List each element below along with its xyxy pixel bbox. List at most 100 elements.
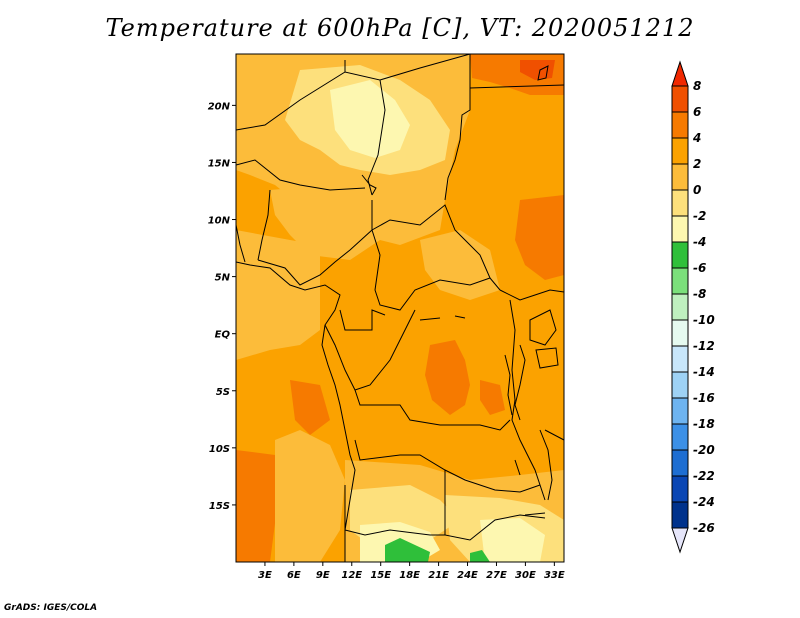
border-line <box>509 299 546 501</box>
colorbar-label: 6 <box>693 105 701 119</box>
border-line <box>469 84 564 89</box>
lat-tick-label: 10S <box>209 444 230 455</box>
border-line <box>371 229 501 311</box>
colorbar-label: -26 <box>693 521 715 535</box>
field-0-to-2-south <box>275 430 345 562</box>
colorbar-label: 0 <box>693 183 701 197</box>
colorbar-label: -12 <box>693 339 715 353</box>
lat-tick-label: 15S <box>209 501 230 512</box>
border-line <box>379 54 471 81</box>
software-credit: GrADS: IGES/COLA <box>4 603 98 613</box>
colorbar-bottom-arrow <box>671 527 689 554</box>
lon-tick-label: 30E <box>515 570 536 581</box>
border-line <box>236 224 246 263</box>
lat-tick-label: EQ <box>215 330 231 341</box>
colorbar-label: -4 <box>693 235 706 249</box>
colorbar-swatch <box>671 85 689 113</box>
colorbar-label: 2 <box>693 157 701 171</box>
colorbar-swatch <box>671 371 689 399</box>
lat-tick-label: 10N <box>208 216 231 227</box>
lon-tick-label: 9E <box>316 570 330 581</box>
lake-outline <box>504 354 513 416</box>
field-0-to-2-west <box>236 230 320 360</box>
border-line <box>535 347 559 369</box>
border-line <box>444 54 471 201</box>
colorbar-label: -10 <box>693 313 715 327</box>
field-neg4-to-neg2-southeast <box>480 518 545 562</box>
temperature-field <box>236 54 564 562</box>
map-frame <box>235 53 565 563</box>
colorbar-label: -2 <box>693 209 706 223</box>
colorbar-label: -16 <box>693 391 715 405</box>
longitude-axis: 3E 6E 9E 12E 15E 18E 21E 24E 27E 30E 33E <box>258 562 565 581</box>
colorbar-swatch <box>671 293 689 321</box>
colorbar-swatch <box>671 215 689 243</box>
lon-tick-label: 24E <box>457 570 478 581</box>
country-borders <box>236 54 564 562</box>
lon-tick-label: 18E <box>399 570 420 581</box>
colorbar-label: -14 <box>693 365 715 379</box>
colorbar-label: -20 <box>693 443 715 457</box>
latitude-axis: 20N 15N 10N 5N EQ 5S 10S 15S <box>208 101 236 512</box>
colorbar-swatch <box>671 241 689 269</box>
border-line <box>236 159 366 191</box>
border-line <box>354 389 511 431</box>
field-0-to-2-east-central <box>420 230 500 300</box>
border-line <box>544 429 564 441</box>
field-4-to-6-southwest <box>236 450 278 562</box>
field-4-to-6-east <box>515 195 564 280</box>
lon-tick-label: 27E <box>486 570 507 581</box>
lake-outline <box>419 315 466 321</box>
border-line <box>257 189 271 261</box>
field-4-to-6-congo <box>425 340 470 415</box>
lake-outline <box>514 459 546 516</box>
colorbar-label: 8 <box>693 79 701 93</box>
lon-tick-label: 6E <box>287 570 301 581</box>
colorbar-swatch <box>671 475 689 503</box>
colorbar-swatch <box>671 163 689 191</box>
coastline <box>236 261 356 531</box>
colorbar-swatch <box>671 501 689 529</box>
colorbar-swatch <box>671 111 689 139</box>
border-line <box>257 200 373 286</box>
field-4-to-6-congo-east <box>480 380 505 415</box>
lake-outline <box>361 174 377 196</box>
colorbar-swatch <box>671 137 689 165</box>
colorbar-swatch <box>671 267 689 295</box>
border-line <box>371 204 491 279</box>
map-title: Temperature at 600hPa [C], VT: 202005121… <box>105 14 695 42</box>
lat-tick-label: 5S <box>216 387 230 398</box>
border-line <box>344 485 445 536</box>
colorbar: 8 6 4 2 0 -2 -4 -6 -8 -10 -12 -14 -16 -18 -20 -22 -24 -26 <box>671 60 715 554</box>
colorbar-label: 4 <box>692 131 701 145</box>
lon-tick-label: 33E <box>544 570 565 581</box>
colorbar-swatch <box>671 449 689 477</box>
border-line <box>339 309 386 331</box>
colorbar-label: -24 <box>693 495 715 509</box>
colorbar-top-arrow <box>671 60 689 87</box>
field-4-to-6-angola <box>290 380 330 435</box>
colorbar-label: -18 <box>693 417 715 431</box>
lon-tick-label: 15E <box>370 570 391 581</box>
lat-tick-label: 5N <box>215 273 231 284</box>
colorbar-label: -6 <box>693 261 706 275</box>
colorbar-swatch <box>671 345 689 373</box>
border-line <box>539 429 553 501</box>
border-line <box>499 289 564 301</box>
colorbar-label: -22 <box>693 469 715 483</box>
lon-tick-label: 21E <box>428 570 449 581</box>
colorbar-label: -8 <box>693 287 706 301</box>
field-neg6-to-neg4-southeast <box>470 550 490 562</box>
border-line <box>324 309 416 391</box>
border-line <box>514 344 526 421</box>
border-line <box>444 470 546 541</box>
colorbar-swatch <box>671 189 689 217</box>
lake-outline <box>537 65 549 81</box>
lat-tick-label: 20N <box>208 101 231 112</box>
border-line <box>529 309 557 346</box>
lon-tick-label: 12E <box>341 570 362 581</box>
field-neg4-to-neg2-sahara <box>330 80 410 158</box>
lon-tick-label: 3E <box>258 570 272 581</box>
lat-tick-label: 15N <box>208 158 231 169</box>
